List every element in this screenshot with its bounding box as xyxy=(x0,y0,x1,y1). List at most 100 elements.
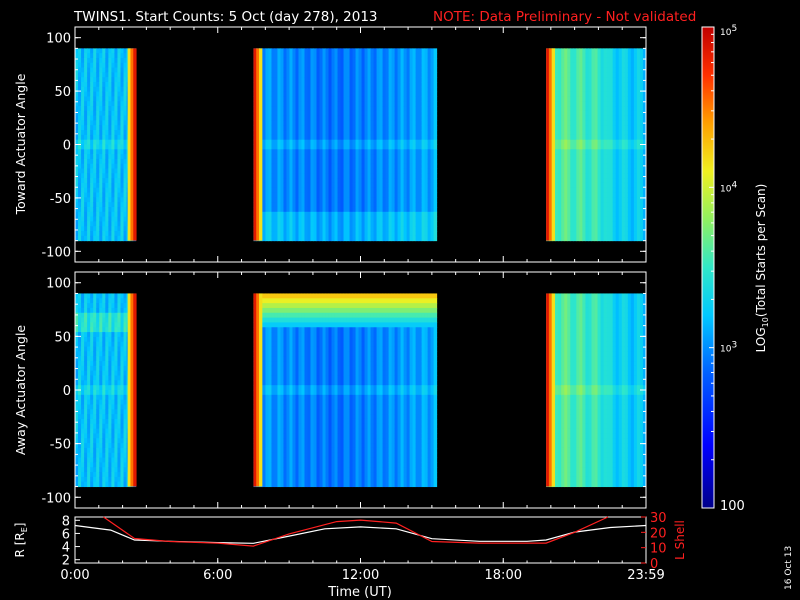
away-heatmap-cell xyxy=(75,303,79,309)
toward-heatmap-cell xyxy=(630,134,635,141)
toward-heatmap-cell xyxy=(630,120,635,126)
away-heatmap-cell xyxy=(84,452,88,459)
toward-heatmap-cell xyxy=(310,197,314,203)
toward-heatmap-cell xyxy=(636,144,641,150)
toward-heatmap-cell xyxy=(376,231,381,237)
away-heatmap-cell xyxy=(93,307,97,314)
toward-heatmap-cell xyxy=(621,158,626,165)
toward-heatmap-cell xyxy=(301,139,305,145)
toward-heatmap-cell xyxy=(573,91,577,97)
toward-heatmap-cell xyxy=(376,211,381,218)
toward-heatmap-cell xyxy=(262,216,266,222)
toward-heatmap-cell xyxy=(334,134,339,141)
toward-heatmap-cell xyxy=(277,101,281,107)
toward-heatmap-cell xyxy=(406,192,411,198)
toward-heatmap-cell xyxy=(418,149,423,155)
toward-heatmap-cell xyxy=(582,134,586,141)
toward-heatmap-cell xyxy=(334,53,339,59)
toward-heatmap-cell xyxy=(361,62,366,69)
away-heatmap-cell xyxy=(96,385,100,391)
toward-heatmap-cell xyxy=(108,226,112,232)
away-heatmap-cell xyxy=(78,327,82,333)
toward-heatmap-cell xyxy=(93,211,97,218)
toward-hot-edge xyxy=(548,48,553,241)
toward-heatmap-cell xyxy=(87,206,91,213)
toward-heatmap-cell xyxy=(567,216,571,222)
toward-heatmap-cell xyxy=(298,86,302,93)
away-heatmap-cell xyxy=(81,336,85,343)
toward-heatmap-cell xyxy=(319,53,324,59)
away-heatmap-cell xyxy=(93,298,97,304)
toward-heatmap-cell xyxy=(406,221,411,227)
toward-heatmap-cell xyxy=(274,182,278,189)
toward-heatmap-cell xyxy=(370,231,375,237)
toward-heatmap-cell xyxy=(328,178,333,184)
toward-heatmap-cell xyxy=(379,197,384,203)
toward-heatmap-cell xyxy=(394,211,399,218)
toward-heatmap-cell xyxy=(576,158,580,165)
toward-heatmap-cell xyxy=(349,82,354,88)
toward-heatmap-cell xyxy=(576,91,580,97)
toward-heatmap-cell xyxy=(316,168,320,174)
toward-heatmap-cell xyxy=(633,67,638,73)
toward-heatmap-cell xyxy=(588,57,592,64)
toward-heatmap-cell xyxy=(337,134,342,141)
toward-heatmap-cell xyxy=(618,154,623,160)
toward-heatmap-cell xyxy=(582,110,586,117)
toward-heatmap-cell xyxy=(292,178,296,184)
toward-heatmap-cell xyxy=(582,202,586,208)
toward-heatmap-cell xyxy=(430,96,435,102)
toward-heatmap-cell xyxy=(406,173,411,179)
toward-heatmap-cell xyxy=(609,62,614,69)
toward-heatmap-cell xyxy=(588,96,592,102)
toward-heatmap-cell xyxy=(81,82,85,88)
toward-heatmap-cell xyxy=(555,72,559,78)
toward-heatmap-cell xyxy=(397,178,402,184)
toward-heatmap-cell xyxy=(579,130,583,136)
toward-heatmap-cell xyxy=(271,178,275,184)
toward-heatmap-cell xyxy=(430,139,435,145)
toward-heatmap-cell xyxy=(630,206,635,213)
toward-heatmap-cell xyxy=(558,158,562,165)
toward-heatmap-cell xyxy=(355,158,360,165)
toward-heatmap-cell xyxy=(555,62,559,69)
toward-heatmap-cell xyxy=(111,86,115,93)
toward-heatmap-cell xyxy=(624,125,629,131)
toward-heatmap-cell xyxy=(570,235,574,242)
toward-heatmap-cell xyxy=(379,57,384,64)
toward-heatmap-cell xyxy=(579,226,583,232)
toward-heatmap-cell xyxy=(337,57,342,64)
toward-heatmap-cell xyxy=(283,235,287,242)
toward-heatmap-cell xyxy=(367,163,372,170)
toward-heatmap-cell xyxy=(117,206,121,213)
toward-heatmap-cell xyxy=(394,110,399,117)
toward-heatmap-cell xyxy=(120,86,125,93)
toward-heatmap-cell xyxy=(108,197,112,203)
toward-heatmap-cell xyxy=(111,110,115,117)
toward-heatmap-cell xyxy=(600,48,605,54)
toward-heatmap-cell xyxy=(123,115,128,121)
toward-heatmap-cell xyxy=(388,86,393,93)
toward-heatmap-cell xyxy=(325,67,330,73)
toward-heatmap-cell xyxy=(322,134,327,141)
toward-heatmap-cell xyxy=(295,154,299,160)
toward-heatmap-cell xyxy=(111,231,115,237)
toward-heatmap-cell xyxy=(337,62,342,69)
toward-heatmap-cell xyxy=(400,67,405,73)
toward-heatmap-cell xyxy=(603,144,608,150)
away-heatmap-cell xyxy=(75,375,79,381)
toward-heatmap-cell xyxy=(304,168,308,174)
away-heatmap-cell xyxy=(81,361,85,367)
toward-heatmap-cell xyxy=(123,231,128,237)
toward-heatmap-cell xyxy=(394,62,399,69)
toward-heatmap-cell xyxy=(99,211,103,218)
toward-heatmap-cell xyxy=(105,206,109,213)
toward-heatmap-cell xyxy=(111,178,115,184)
toward-heatmap-cell xyxy=(123,82,128,88)
toward-heatmap-cell xyxy=(361,86,366,93)
toward-heatmap-cell xyxy=(96,182,100,189)
toward-heatmap-cell xyxy=(639,226,644,232)
toward-heatmap-cell xyxy=(570,231,574,237)
